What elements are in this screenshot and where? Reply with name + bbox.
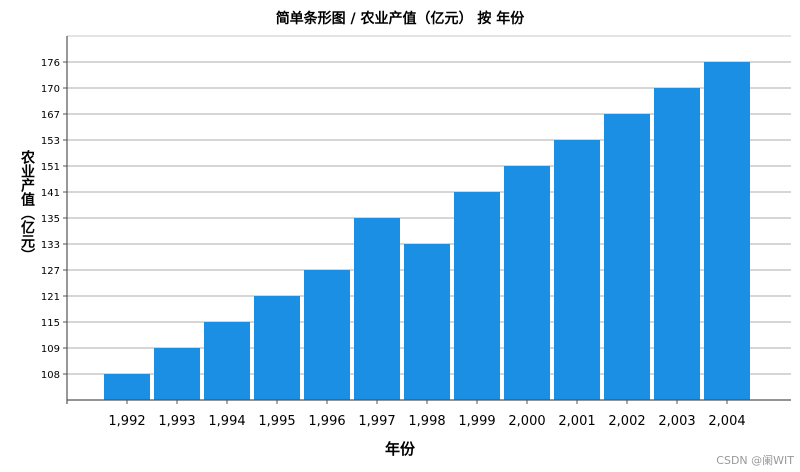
- x-axis-label: 年份: [384, 440, 415, 458]
- bar-1,993: [154, 348, 200, 400]
- tick-labels: 108 109 115 121 127 133 135 141 151 153 167 170 176 1…: [41, 58, 746, 429]
- x-tick-label: 2,000: [508, 414, 545, 429]
- bar-1,999: [454, 192, 500, 400]
- y-tick-label: 109: [41, 344, 60, 355]
- x-tick-label: 2,004: [708, 414, 745, 429]
- x-tick-label: 2,003: [658, 414, 695, 429]
- chart-title: 简单条形图 / 农业产值（亿元） 按 年份: [275, 11, 525, 27]
- axes: [63, 36, 791, 404]
- y-tick-label: 151: [41, 162, 60, 173]
- bar-1,995: [254, 296, 300, 400]
- y-tick-label: 153: [41, 136, 60, 147]
- y-tick-label: 121: [41, 292, 60, 303]
- y-tick-label: 167: [41, 110, 60, 121]
- y-tick-label: 108: [41, 370, 60, 381]
- y-tick-label: 133: [41, 240, 60, 251]
- bar-2,004: [704, 62, 750, 400]
- x-tick-label: 1,995: [258, 414, 295, 429]
- bar-1,998: [404, 244, 450, 400]
- y-tick-label: 176: [41, 58, 60, 69]
- x-tick-label: 1,999: [458, 414, 495, 429]
- x-tick-label: 2,002: [608, 414, 645, 429]
- x-tick-label: 2,001: [558, 414, 595, 429]
- bars: [104, 62, 750, 400]
- bar-1,992: [104, 374, 150, 400]
- x-tick-label: 1,997: [358, 414, 395, 429]
- x-tick-label: 1,994: [208, 414, 245, 429]
- y-tick-label: 127: [41, 266, 60, 277]
- x-tick-label: 1,992: [108, 414, 145, 429]
- y-tick-label: 170: [41, 84, 60, 95]
- y-tick-label: 115: [41, 318, 60, 329]
- bar-2,002: [604, 114, 650, 400]
- watermark: CSDN @阑WIT: [716, 454, 794, 467]
- y-tick-label: 141: [41, 188, 60, 199]
- bar-2,001: [554, 140, 600, 400]
- x-tick-label: 1,998: [408, 414, 445, 429]
- bar-2,003: [654, 88, 700, 400]
- y-tick-label: 135: [41, 214, 60, 225]
- x-tick-label: 1,993: [158, 414, 195, 429]
- bar-1,994: [204, 322, 250, 400]
- bar-1,996: [304, 270, 350, 400]
- x-tick-label: 1,996: [308, 414, 345, 429]
- bar-2,000: [504, 166, 550, 400]
- y-axis-label: 农业产值（亿元）: [19, 150, 35, 262]
- bar-1,997: [354, 218, 400, 400]
